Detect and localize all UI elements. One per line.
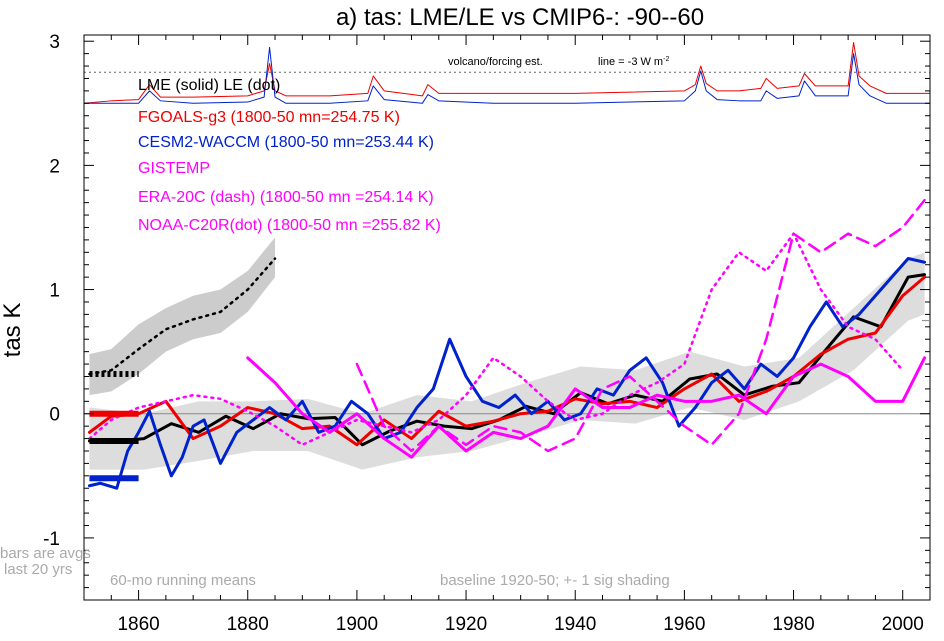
end-bars-layer: [89, 371, 139, 482]
forcing-line-superscript: -2: [663, 56, 669, 63]
x-tick-label-1880: 1880: [227, 614, 269, 635]
y-tick-label-0: 0: [49, 405, 60, 426]
axes-layer: 1860 1880 1900 1920 1940 1960 1980 2000 -1 0 1 2 3: [43, 32, 931, 635]
shading-le-1-sig: [89, 237, 276, 396]
chart-title: a) tas: LME/LE vs CMIP6-: -90--60: [336, 4, 704, 31]
legend-cesm: CESM2-WACCM (1800-50 mn=253.44 K): [138, 134, 434, 151]
shading-layer: [89, 237, 925, 470]
legend-era20c: ERA-20C (dash) (1800-50 mn =254.14 K): [138, 189, 434, 206]
legend: LME (solid) LE (dot) FGOALS-g3 (1800-50 …: [138, 77, 441, 234]
series-fgoals-g3: [87, 275, 927, 447]
legend-gistemp: GISTEMP: [138, 160, 210, 177]
x-tick-label-1860: 1860: [117, 614, 159, 635]
shading-lme-1-sig: [89, 252, 925, 470]
forcing-line-annotation: line = -3 W m-2: [598, 56, 669, 68]
series-fgoals-g3-forcing: [83, 41, 931, 104]
series-cesm2-waccm-forcing: [83, 46, 931, 104]
x-tick-label-1920: 1920: [445, 614, 487, 635]
forcing-line-text: line = -3 W m: [598, 56, 663, 68]
y-tick-label-1: 1: [49, 281, 60, 302]
legend-fgoals: FGOALS-g3 (1800-50 mn=254.75 K): [138, 109, 400, 126]
x-tick-label-2000: 2000: [882, 614, 924, 635]
y-tick-label-3: 3: [49, 32, 60, 53]
y-tick-label--1: -1: [43, 529, 60, 550]
legend-noaa: NOAA-C20R(dot) (1800-50 mn =255.82 K): [138, 217, 441, 234]
volcano-annotation: volcano/forcing est.: [448, 56, 543, 68]
series-le-dot: [88, 257, 277, 376]
x-tick-label-1900: 1900: [336, 614, 378, 635]
bars-note-line1: bars are avgs: [0, 545, 91, 562]
running-means-note: 60-mo running means: [110, 572, 256, 589]
series-noaa-c20r-dot: [88, 232, 904, 447]
baseline-note: baseline 1920-50; +- 1 sig shading: [440, 572, 670, 589]
x-tick-label-1940: 1940: [554, 614, 596, 635]
bars-note-line2: last 20 yrs: [4, 561, 72, 578]
plot-frame: [83, 34, 931, 601]
x-tick-label-1980: 1980: [772, 614, 814, 635]
series-cesm2-waccm: [87, 257, 927, 490]
y-tick-label-2: 2: [49, 156, 60, 177]
series-gistemp: [246, 356, 927, 459]
legend-lme-le: LME (solid) LE (dot): [138, 77, 280, 94]
series-layer: [83, 41, 931, 490]
y-axis-label: tas K: [0, 303, 26, 358]
x-tick-label-1960: 1960: [663, 614, 705, 635]
